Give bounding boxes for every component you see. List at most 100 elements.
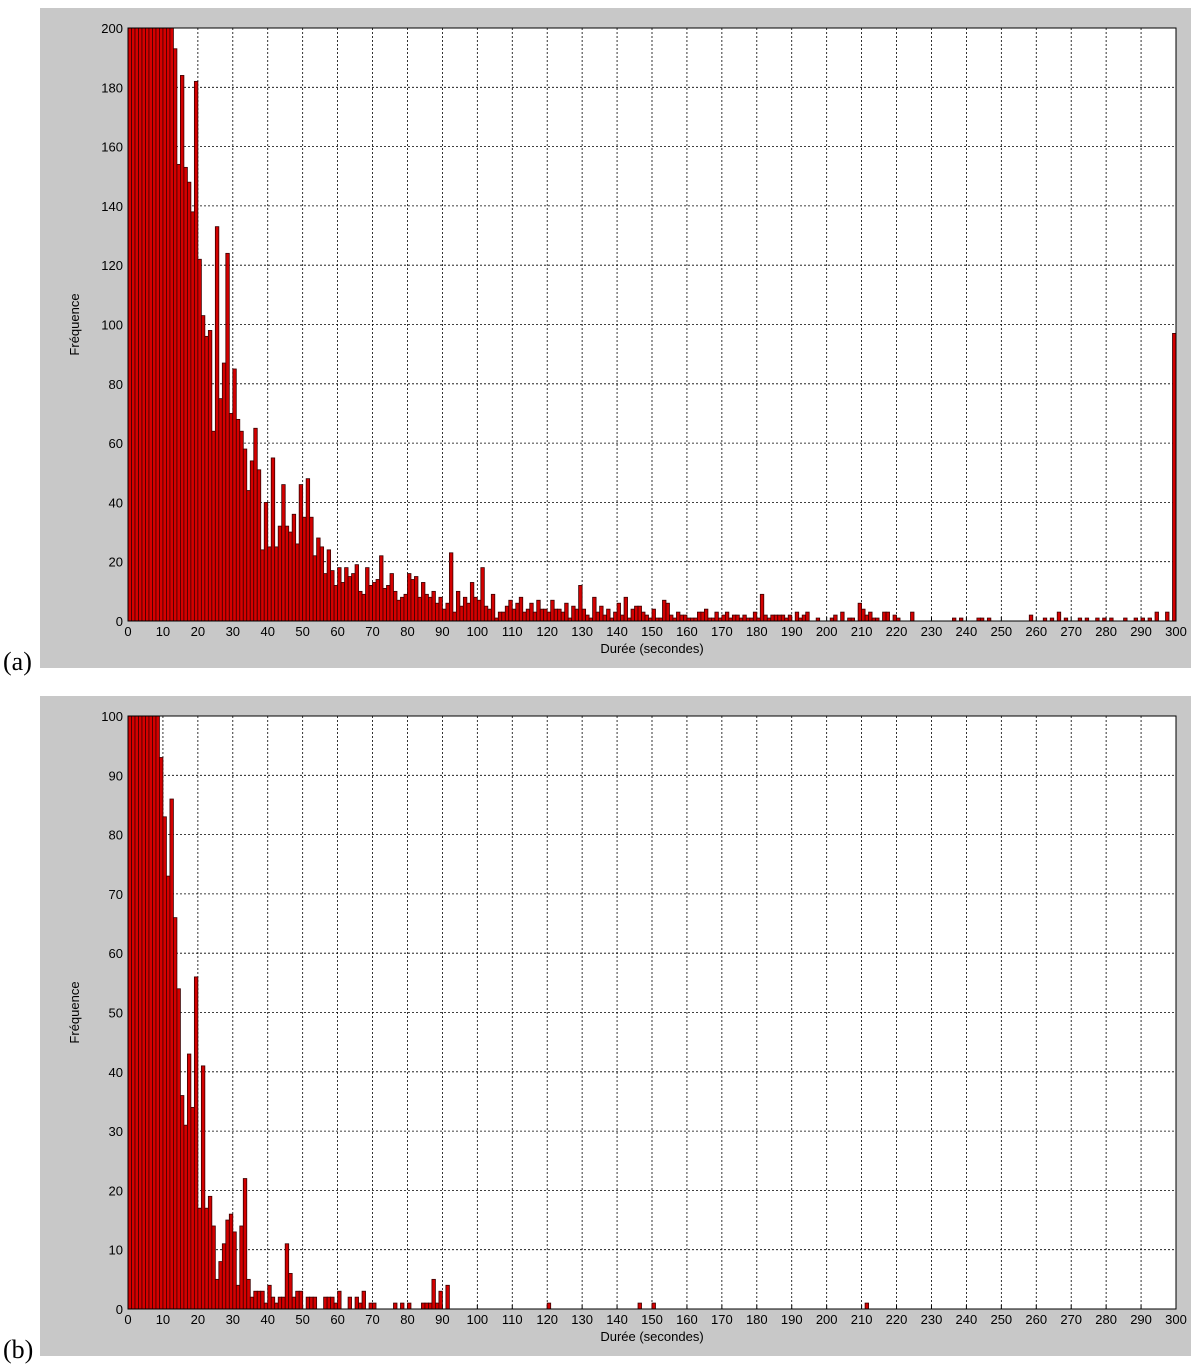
y-tick-label: 160 [101, 140, 123, 155]
bar [295, 1290, 300, 1309]
bar [571, 605, 576, 621]
bar [309, 516, 314, 621]
x-tick-label: 300 [1165, 1312, 1187, 1327]
bar [407, 1302, 412, 1309]
bar [312, 1296, 318, 1309]
bar [480, 567, 485, 621]
bar [864, 614, 869, 621]
bar [200, 1065, 206, 1309]
bar [389, 573, 394, 621]
x-tick-label: 240 [956, 624, 978, 639]
bar [267, 1284, 272, 1309]
bar [724, 611, 730, 621]
bar [190, 1106, 195, 1309]
x-tick-label: 0 [124, 1312, 131, 1327]
bar [284, 1243, 290, 1309]
chart: 0 10 20 30 40 50 60 70 80 90 100 110 120 130 140 150 160… [3, 696, 1191, 1364]
bar [242, 1178, 248, 1309]
x-tick-label: 40 [260, 624, 274, 639]
x-tick-label: 110 [502, 1312, 523, 1327]
x-tick-label: 200 [816, 1312, 838, 1327]
bar [354, 1296, 359, 1309]
bar [228, 413, 234, 621]
bar [742, 614, 747, 621]
bar [274, 1302, 279, 1309]
bar [242, 448, 248, 621]
bar [679, 614, 684, 621]
bar [186, 1053, 192, 1309]
bar [407, 573, 412, 621]
bar [235, 418, 241, 621]
bar [553, 608, 559, 621]
bar [323, 573, 328, 621]
bar [183, 1124, 188, 1309]
bar [393, 590, 398, 621]
y-tick-label: 200 [101, 21, 123, 36]
bar [435, 1302, 440, 1309]
bar [676, 611, 681, 621]
bar [298, 484, 304, 621]
bar [173, 917, 178, 1309]
x-tick-label: 90 [435, 624, 449, 639]
bar [599, 605, 604, 621]
x-tick-label: 100 [466, 1312, 488, 1327]
x-tick-label: 50 [295, 624, 309, 639]
bar [536, 599, 541, 621]
bar [284, 525, 290, 621]
bar [176, 988, 181, 1309]
x-tick-label: 30 [226, 624, 240, 639]
bar [372, 582, 377, 621]
bar [347, 576, 352, 621]
bar [155, 716, 160, 1309]
bar [662, 599, 667, 621]
bar [515, 602, 520, 621]
bar [574, 608, 580, 621]
bar [333, 1302, 338, 1309]
bar [459, 605, 464, 621]
bar [469, 582, 475, 621]
x-tick-label: 70 [365, 1312, 379, 1327]
bar [1028, 614, 1034, 621]
bar [361, 593, 366, 621]
x-tick-label: 140 [606, 624, 628, 639]
x-tick-label: 110 [502, 624, 523, 639]
bar [770, 614, 775, 621]
y-tick-label: 20 [109, 1183, 123, 1198]
y-tick-label: 50 [109, 1006, 123, 1021]
y-tick-label: 100 [101, 318, 123, 333]
bar [358, 590, 363, 621]
bar [414, 576, 419, 621]
bar [431, 1278, 436, 1309]
bar [644, 614, 649, 621]
bar [235, 1284, 241, 1309]
bar [312, 555, 318, 621]
bar [882, 611, 887, 621]
x-tick-label: 270 [1060, 1312, 1082, 1327]
x-tick-label: 70 [365, 624, 379, 639]
bar [428, 596, 433, 621]
bar [424, 1302, 429, 1309]
bar [525, 608, 531, 621]
x-tick-label: 190 [781, 624, 803, 639]
bar [277, 525, 283, 621]
y-tick-label: 180 [101, 80, 123, 95]
y-tick-label: 20 [109, 555, 123, 570]
bar [833, 614, 838, 621]
bar [585, 614, 590, 621]
bar [511, 608, 517, 621]
bar [641, 611, 646, 621]
bar [207, 330, 213, 621]
bar [400, 1302, 405, 1309]
bar [218, 1261, 223, 1309]
bar [368, 1302, 373, 1309]
bar [148, 716, 153, 1309]
x-tick-label: 230 [921, 1312, 943, 1327]
bar [326, 1296, 332, 1309]
bar [431, 590, 436, 621]
x-tick-label: 130 [571, 1312, 593, 1327]
bar [518, 596, 524, 621]
x-axis-label: Durée (secondes) [600, 641, 703, 656]
bar [214, 1278, 220, 1309]
bar [557, 608, 562, 621]
